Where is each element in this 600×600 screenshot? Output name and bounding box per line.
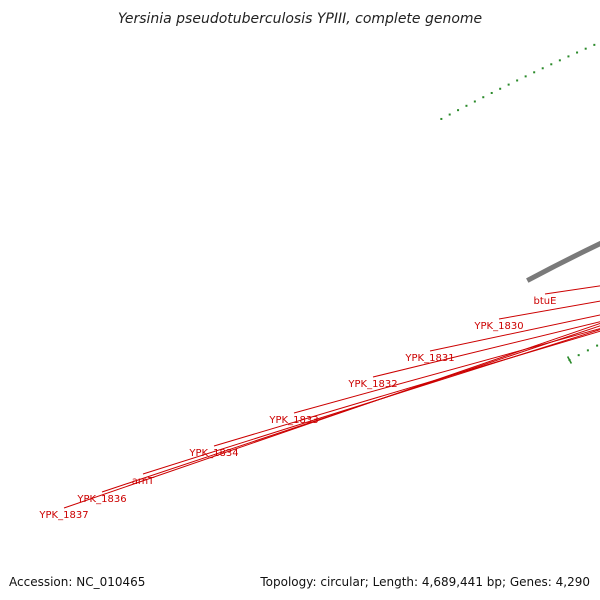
gene-labels: btuE YPK_1830 YPK_1831 YPK_1832 YPK_1833 YPK_… xyxy=(38,296,556,521)
leader-line xyxy=(101,325,600,493)
leader-line xyxy=(293,328,600,414)
gene-label: YPK_1837 xyxy=(38,510,88,521)
leader-line xyxy=(429,314,600,352)
map-title: Yersinia pseudotuberculosis YPIII, compl… xyxy=(118,11,482,27)
leader-line xyxy=(213,330,600,447)
gene-label: YPK_1830 xyxy=(473,321,523,332)
inner-ruler-dots xyxy=(566,344,599,364)
leader-line xyxy=(372,321,600,378)
leader-line xyxy=(63,322,600,509)
leader-line xyxy=(142,329,600,475)
gene-label: YPK_1836 xyxy=(76,494,126,505)
label-leaders xyxy=(63,285,600,509)
gene-label: YPK_1833 xyxy=(268,415,318,426)
genome-summary-text: Topology: circular; Length: 4,689,441 bp… xyxy=(259,575,590,589)
genome-backbone xyxy=(526,240,600,283)
gene-label: YPK_1831 xyxy=(404,353,454,364)
gene-label: btuE xyxy=(534,296,557,307)
gene-label: YPK_1832 xyxy=(347,379,397,390)
gene-label: YPK_1834 xyxy=(188,448,238,459)
ruler-dots xyxy=(440,43,596,120)
accession-text: Accession: NC_010465 xyxy=(9,575,145,589)
gene-label: arnT xyxy=(132,476,155,487)
